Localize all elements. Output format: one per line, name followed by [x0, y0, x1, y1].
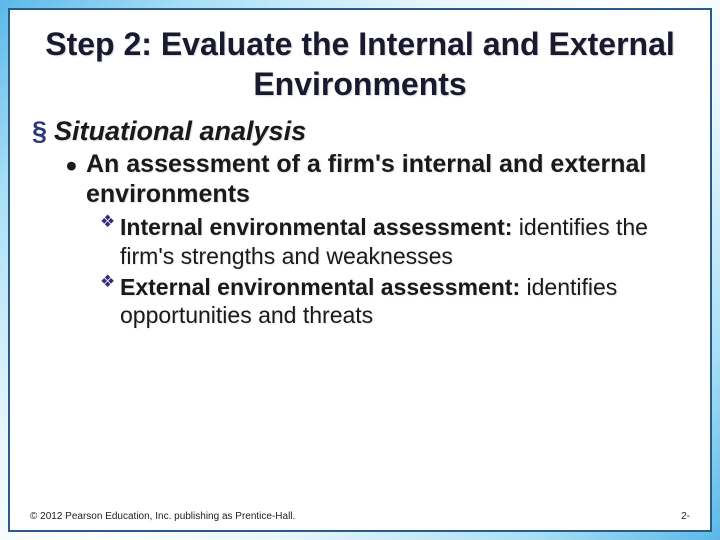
slide-footer: © 2012 Pearson Education, Inc. publishin…: [30, 511, 690, 522]
level1-text: Situational analysis: [54, 116, 306, 147]
level2-text: An assessment of a firm's internal and e…: [86, 149, 690, 209]
bullet-level3-a: ❖ Internal environmental assessment: ide…: [100, 213, 690, 271]
slide-body: § Situational analysis • An assessment o…: [30, 116, 690, 330]
bullet-level2: • An assessment of a firm's internal and…: [66, 149, 690, 209]
level3b-text: External environmental assessment: ident…: [120, 273, 690, 331]
square-bullet-icon: §: [32, 116, 54, 147]
slide-title: Step 2: Evaluate the Internal and Extern…: [30, 24, 690, 104]
level3a-text: Internal environmental assessment: ident…: [120, 213, 690, 271]
copyright-text: © 2012 Pearson Education, Inc. publishin…: [30, 511, 295, 522]
diamond-bullet-icon: ❖: [100, 273, 120, 331]
bullet-level1: § Situational analysis: [32, 116, 690, 147]
dot-bullet-icon: •: [66, 149, 86, 209]
bullet-level3-b: ❖ External environmental assessment: ide…: [100, 273, 690, 331]
level3a-bold: Internal environmental assessment:: [120, 214, 512, 240]
page-number: 2-: [681, 511, 690, 522]
level3b-bold: External environmental assessment:: [120, 274, 520, 300]
diamond-bullet-icon: ❖: [100, 213, 120, 271]
slide-frame: Step 2: Evaluate the Internal and Extern…: [8, 8, 712, 532]
